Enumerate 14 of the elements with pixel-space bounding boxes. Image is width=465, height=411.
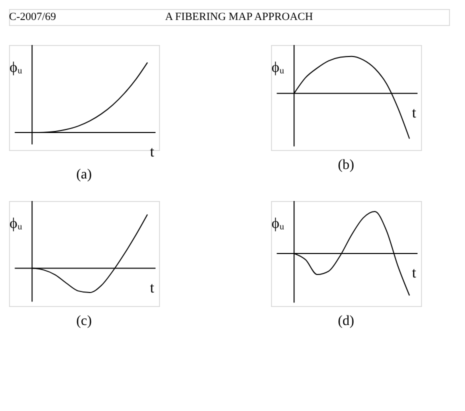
x-axis-title: t — [150, 280, 155, 296]
y-axis-title: ϕᵤ — [272, 216, 284, 232]
y-axis-title: ϕᵤ — [10, 216, 22, 232]
x-axis-title: t — [412, 105, 417, 122]
text: (b) — [338, 158, 354, 173]
text: (d) — [338, 314, 354, 329]
text: C-2007/69 — [9, 11, 57, 23]
y-axis-title: ϕᵤ — [10, 60, 22, 76]
text: A FIBERING MAP APPROACH — [165, 11, 313, 23]
y-axis-title: ϕᵤ — [272, 60, 284, 76]
text: (c) — [76, 314, 92, 329]
text: (a) — [76, 168, 92, 182]
x-axis-title: t — [150, 144, 155, 160]
x-axis-title: t — [412, 266, 417, 282]
